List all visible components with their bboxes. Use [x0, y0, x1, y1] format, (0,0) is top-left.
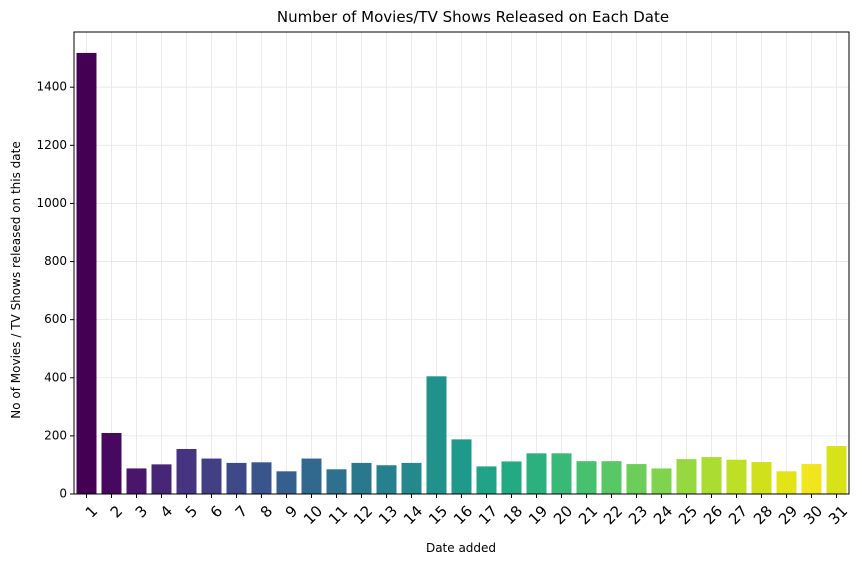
bar-26 — [701, 457, 722, 494]
bar-24 — [651, 468, 672, 494]
bar-5 — [176, 448, 197, 494]
bar-16 — [451, 439, 472, 494]
x-tick-label: 8 — [257, 502, 276, 521]
x-tick-label: 4 — [157, 502, 176, 521]
x-tick-label: 7 — [232, 502, 251, 521]
x-tick-label: 23 — [625, 502, 651, 528]
bar-2 — [101, 432, 122, 494]
x-tick-label: 11 — [325, 502, 351, 528]
x-tick-label: 15 — [425, 502, 451, 528]
chart-title: Number of Movies/TV Shows Released on Ea… — [277, 8, 669, 26]
bar-30 — [801, 464, 822, 494]
x-tick-label: 27 — [725, 502, 751, 528]
bar-25 — [676, 459, 697, 494]
x-tick-label: 10 — [300, 502, 326, 528]
y-tick-label: 1400 — [36, 80, 67, 94]
y-tick-label: 200 — [44, 428, 67, 442]
bar-14 — [401, 462, 422, 494]
x-tick-label: 29 — [775, 502, 801, 528]
bar-3 — [126, 468, 147, 494]
bar-11 — [326, 469, 347, 494]
x-tick-label: 16 — [450, 502, 476, 528]
x-tick-label: 2 — [107, 502, 126, 521]
x-tick-label: 12 — [350, 502, 376, 528]
x-tick-label: 9 — [282, 502, 301, 521]
x-tick-label: 5 — [182, 502, 201, 521]
y-tick-label: 600 — [44, 312, 67, 326]
x-tick-label: 31 — [825, 502, 851, 528]
x-tick-label: 14 — [400, 502, 426, 528]
x-tick-label: 28 — [750, 502, 776, 528]
x-axis-label: Date added — [426, 541, 496, 555]
y-tick-label: 400 — [44, 370, 67, 384]
bar-21 — [576, 461, 597, 494]
y-axis-label: No of Movies / TV Shows released on this… — [9, 141, 23, 418]
y-tick-label: 800 — [44, 254, 67, 268]
x-tick-label: 6 — [207, 502, 226, 521]
bar-12 — [351, 462, 372, 494]
bar-28 — [751, 462, 772, 494]
x-tick-label: 25 — [675, 502, 701, 528]
x-tick-label: 20 — [550, 502, 576, 528]
x-tick-label: 18 — [500, 502, 526, 528]
grid — [74, 32, 849, 495]
bar-1 — [76, 52, 97, 495]
bar-31 — [826, 446, 847, 494]
x-tick-label: 30 — [800, 502, 826, 528]
bar-20 — [551, 453, 572, 494]
bars — [76, 52, 847, 495]
bar-6 — [201, 458, 222, 494]
x-tick-label: 26 — [700, 502, 726, 528]
y-tick-label: 1000 — [36, 196, 67, 210]
bar-27 — [726, 459, 747, 494]
x-tick-label: 1 — [82, 502, 101, 521]
x-tick-label: 22 — [600, 502, 626, 528]
bar-15 — [426, 376, 447, 494]
bar-4 — [151, 464, 172, 494]
y-tick-label: 0 — [59, 487, 67, 501]
bar-19 — [526, 453, 547, 494]
bar-9 — [276, 471, 297, 494]
bar-29 — [776, 471, 797, 494]
x-tick-label: 21 — [575, 502, 601, 528]
bar-8 — [251, 462, 272, 494]
x-tick-label: 24 — [650, 502, 676, 528]
bar-23 — [626, 464, 647, 494]
bar-17 — [476, 466, 497, 494]
y-tick-label: 1200 — [36, 138, 67, 152]
x-tick-label: 3 — [132, 502, 151, 521]
x-tick-label: 17 — [475, 502, 501, 528]
bar-22 — [601, 461, 622, 494]
y-axis-ticks: 0 200 400 600 800 1000 1200 1400 — [36, 80, 74, 501]
x-axis-ticks: 1 2 3 4 5 6 7 8 91011121314151617181920212223242… — [82, 494, 851, 528]
bar-10 — [301, 458, 322, 494]
x-tick-label: 19 — [525, 502, 551, 528]
bar-13 — [376, 465, 397, 494]
bar-7 — [226, 462, 247, 494]
bar-18 — [501, 461, 522, 494]
x-tick-label: 13 — [375, 502, 401, 528]
